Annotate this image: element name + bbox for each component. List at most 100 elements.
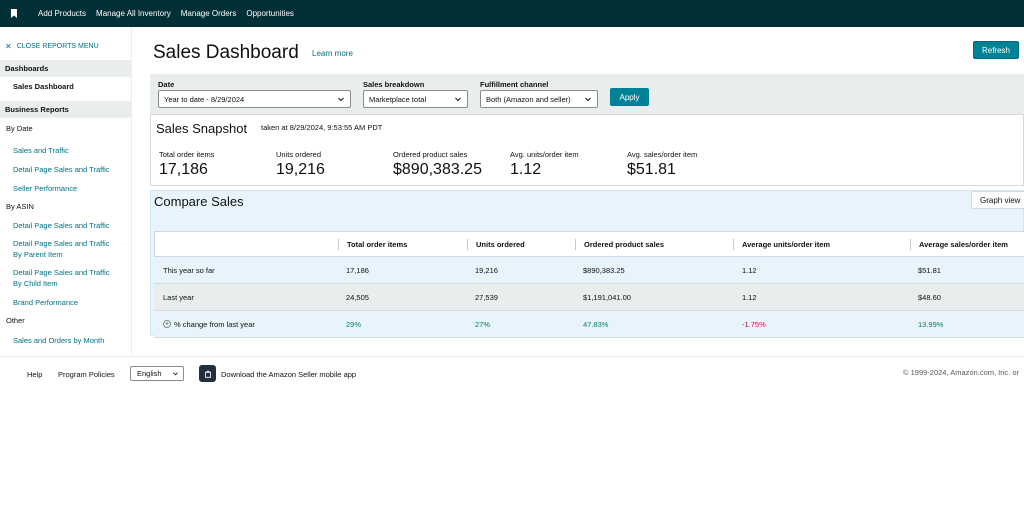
table-cell: 1.12: [742, 292, 757, 302]
graph-view-button[interactable]: Graph view: [971, 191, 1024, 209]
table-cell: 24,505: [346, 292, 369, 302]
top-navigation-bar: Add Products Manage All Inventory Manage…: [0, 0, 1024, 27]
program-policies-link[interactable]: Program Policies: [58, 370, 115, 379]
metric-label: Total order items: [159, 150, 215, 159]
refresh-button[interactable]: Refresh: [973, 41, 1019, 59]
chevron-down-icon: [173, 372, 178, 376]
by-asin-group-label: By ASIN: [6, 202, 34, 211]
sales-breakdown-select[interactable]: Marketplace total: [363, 90, 468, 108]
compare-sales-panel: Compare Sales Graph view Total order ite…: [150, 190, 1024, 338]
table-cell: -1.75%: [742, 319, 766, 329]
sales-snapshot-panel: Sales Snapshot taken at 8/29/2024, 9:53:…: [150, 114, 1024, 186]
metric-value: 19,216: [276, 161, 325, 178]
metric-label: Ordered product sales: [393, 150, 468, 159]
chevron-down-icon: [455, 97, 461, 102]
sidebar-item-sales-and-orders-by-month[interactable]: Sales and Orders by Month: [13, 336, 105, 345]
sidebar-item-asin-detail-page-sales-and-traffic[interactable]: Detail Page Sales and Traffic: [13, 221, 110, 230]
metric-avg-units-per-order-item: Avg. units/order item 1.12: [510, 150, 579, 179]
sidebar-item-asin-by-parent-item[interactable]: Detail Page Sales and Traffic By Parent …: [0, 238, 131, 260]
snapshot-timestamp: taken at 8/29/2024, 9:53:55 AM PDT: [261, 123, 383, 132]
table-cell: 27,539: [475, 292, 498, 302]
language-select[interactable]: English: [130, 366, 184, 381]
nav-opportunities[interactable]: Opportunities: [246, 9, 294, 18]
fulfillment-channel-select[interactable]: Both (Amazon and seller): [480, 90, 598, 108]
page-title: Sales Dashboard: [153, 42, 299, 63]
table-row: Last year 24,505 27,539 $1,191,041.00 1.…: [154, 284, 1024, 311]
plus-icon: +: [163, 320, 171, 328]
compare-sales-title: Compare Sales: [154, 194, 244, 209]
chevron-down-icon: [585, 97, 591, 102]
other-group-label: Other: [6, 316, 25, 325]
sidebar-item-detail-page-sales-and-traffic[interactable]: Detail Page Sales and Traffic: [13, 165, 110, 174]
sidebar-item-label: By Child Item: [13, 279, 58, 288]
date-select[interactable]: Year to date - 8/29/2024: [158, 90, 351, 108]
copyright-text: © 1999-2024, Amazon.com, Inc. or: [903, 368, 1020, 377]
table-cell: 47.83%: [583, 319, 609, 329]
help-link[interactable]: Help: [27, 370, 43, 379]
metric-label: Units ordered: [276, 150, 322, 159]
metric-label: Avg. units/order item: [510, 150, 579, 159]
column-header-total-order-items[interactable]: Total order items: [338, 232, 407, 256]
download-app-link[interactable]: Download the Amazon Seller mobile app: [221, 370, 357, 379]
column-header-average-sales-per-order-item[interactable]: Average sales/order item: [910, 232, 1008, 256]
table-cell: $51.81: [918, 265, 941, 275]
metric-ordered-product-sales: Ordered product sales $890,383.25: [393, 150, 482, 179]
expand-change-row-button[interactable]: + % change from last year: [163, 311, 255, 337]
metric-total-order-items: Total order items 17,186: [159, 150, 214, 179]
table-cell: 13.99%: [918, 319, 944, 329]
sidebar-item-label: Detail Page Sales and Traffic: [13, 239, 110, 248]
column-header-average-units-per-order-item[interactable]: Average units/order item: [733, 232, 830, 256]
nav-manage-all-inventory[interactable]: Manage All Inventory: [96, 9, 171, 18]
sidebar-item-asin-by-child-item[interactable]: Detail Page Sales and Traffic By Child I…: [0, 267, 131, 289]
sales-snapshot-title: Sales Snapshot: [156, 121, 248, 136]
close-reports-menu-label: CLOSE REPORTS MENU: [16, 42, 99, 50]
close-reports-menu-button[interactable]: ✕ CLOSE REPORTS MENU: [0, 27, 131, 53]
table-cell: 27%: [475, 319, 491, 329]
table-row: + % change from last year 29% 27% 47.83%…: [154, 311, 1024, 338]
table-cell: 1.12: [742, 265, 757, 275]
date-select-value: Year to date - 8/29/2024: [164, 94, 245, 104]
metric-units-ordered: Units ordered 19,216: [276, 150, 325, 179]
by-date-group-label: By Date: [6, 124, 33, 133]
language-select-value: English: [137, 369, 162, 378]
sidebar-item-seller-performance[interactable]: Seller Performance: [13, 184, 78, 193]
column-header-units-ordered[interactable]: Units ordered: [467, 232, 525, 256]
amazon-seller-app-icon[interactable]: [199, 365, 216, 382]
metric-value: $890,383.25: [393, 161, 482, 178]
table-cell: $48.60: [918, 292, 941, 302]
nav-add-products[interactable]: Add Products: [38, 9, 87, 18]
table-row: This year so far 17,186 19,216 $890,383.…: [154, 257, 1024, 284]
nav-manage-orders[interactable]: Manage Orders: [180, 9, 237, 18]
metric-label: Avg. sales/order item: [627, 150, 698, 159]
table-cell: $890,383.25: [583, 265, 625, 275]
row-label: Last year: [163, 292, 194, 302]
fulfillment-channel-label: Fulfillment channel: [480, 80, 549, 89]
table-cell: 29%: [346, 319, 362, 329]
metric-value: 1.12: [510, 161, 542, 178]
apply-button[interactable]: Apply: [610, 88, 649, 106]
sales-breakdown-value: Marketplace total: [369, 94, 427, 104]
metric-value: $51.81: [627, 161, 676, 178]
table-cell: 19,216: [475, 265, 498, 275]
bookmark-icon[interactable]: [0, 0, 28, 27]
sales-breakdown-label: Sales breakdown: [363, 80, 425, 89]
close-icon: ✕: [5, 41, 12, 51]
table-cell: 17,186: [346, 265, 369, 275]
business-reports-section-header: Business Reports: [0, 101, 131, 118]
learn-more-link[interactable]: Learn more: [312, 49, 353, 58]
metric-value: 17,186: [159, 161, 208, 178]
sidebar-item-label: Detail Page Sales and Traffic: [13, 268, 110, 277]
table-header-row: Total order items Units ordered Ordered …: [154, 231, 1024, 257]
sidebar-item-label: By Parent Item: [13, 250, 63, 259]
page-footer: Help Program Policies English Download t…: [0, 356, 1024, 391]
sidebar-item-brand-performance[interactable]: Brand Performance: [13, 298, 79, 307]
column-header-ordered-product-sales[interactable]: Ordered product sales: [575, 232, 664, 256]
metric-avg-sales-per-order-item: Avg. sales/order item $51.81: [627, 150, 697, 179]
sidebar-item-sales-dashboard[interactable]: Sales Dashboard: [13, 82, 74, 91]
sidebar-item-sales-and-traffic[interactable]: Sales and Traffic: [13, 146, 69, 155]
chevron-down-icon: [338, 97, 344, 102]
row-label: % change from last year: [174, 319, 255, 329]
fulfillment-channel-value: Both (Amazon and seller): [486, 94, 571, 104]
row-label: This year so far: [163, 265, 215, 275]
dashboards-section-header: Dashboards: [0, 60, 131, 77]
